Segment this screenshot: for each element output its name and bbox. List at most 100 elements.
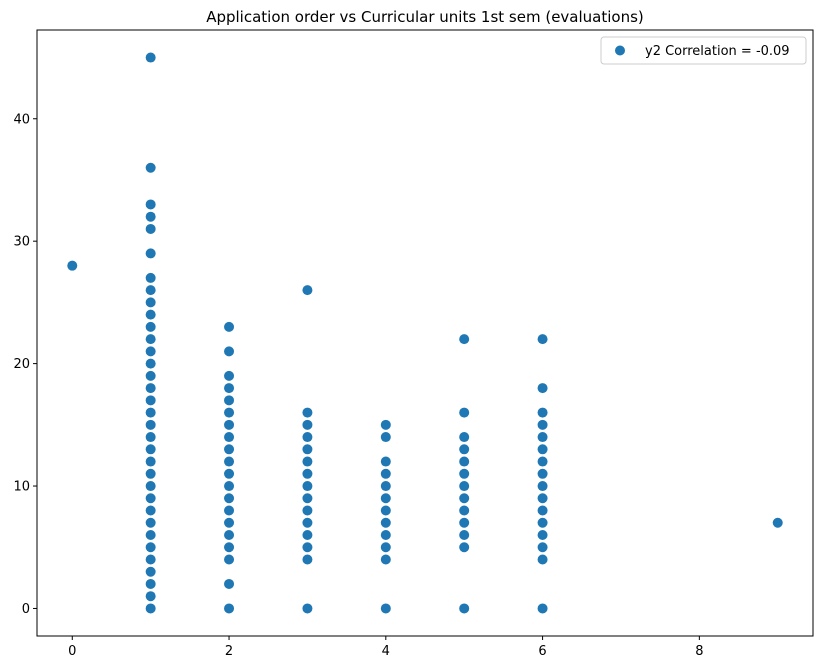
data-point: [380, 456, 391, 467]
data-point: [302, 554, 313, 565]
data-point: [145, 223, 156, 234]
data-point: [302, 603, 313, 614]
data-point: [302, 481, 313, 492]
data-point: [145, 309, 156, 320]
x-tick-label: 8: [695, 644, 703, 659]
data-point: [145, 383, 156, 394]
x-tick-label: 2: [225, 644, 233, 659]
data-point: [145, 517, 156, 528]
data-point: [224, 407, 235, 418]
y-tick-label: 10: [13, 480, 30, 495]
legend-marker: [615, 45, 625, 56]
data-point: [145, 481, 156, 492]
data-point: [380, 517, 391, 528]
data-point: [224, 603, 235, 614]
y-tick-label: 20: [13, 357, 30, 372]
y-tick-label: 30: [13, 235, 30, 250]
data-point: [537, 505, 548, 516]
data-point: [380, 432, 391, 443]
data-point: [145, 578, 156, 589]
data-point: [145, 603, 156, 614]
data-point: [302, 285, 313, 296]
data-point: [459, 407, 470, 418]
data-point: [537, 603, 548, 614]
data-point: [302, 505, 313, 516]
data-point: [145, 162, 156, 173]
data-point: [537, 444, 548, 455]
data-point: [224, 456, 235, 467]
data-point: [145, 566, 156, 577]
data-point: [145, 407, 156, 418]
data-point: [224, 481, 235, 492]
data-point: [459, 444, 470, 455]
data-point: [302, 419, 313, 430]
data-point: [224, 444, 235, 455]
legend-label: y2 Correlation = -0.09: [645, 44, 790, 59]
data-point: [302, 493, 313, 504]
data-point: [224, 370, 235, 381]
data-point: [145, 52, 156, 63]
data-point: [459, 542, 470, 553]
data-point: [145, 530, 156, 540]
data-point: [459, 505, 470, 516]
data-point: [145, 444, 156, 455]
data-point: [459, 530, 470, 540]
legend: y2 Correlation = -0.09: [600, 36, 807, 65]
data-point: [380, 419, 391, 430]
plot-area-frame: [36, 29, 814, 637]
data-point: [224, 493, 235, 504]
data-point: [145, 591, 156, 602]
data-point: [224, 432, 235, 443]
data-point: [224, 505, 235, 516]
data-point: [459, 334, 470, 345]
data-point: [224, 530, 235, 540]
data-point: [145, 248, 156, 259]
data-point: [537, 542, 548, 553]
data-point: [224, 468, 235, 479]
y-tick-label: 0: [22, 602, 30, 617]
data-point: [302, 542, 313, 553]
data-point: [145, 297, 156, 308]
data-point: [459, 603, 470, 614]
data-point: [302, 468, 313, 479]
data-point: [537, 530, 548, 540]
data-point: [537, 334, 548, 345]
data-point: [145, 272, 156, 283]
data-point: [224, 395, 235, 406]
data-point: [459, 517, 470, 528]
data-point: [302, 456, 313, 467]
data-point: [224, 383, 235, 394]
data-point: [224, 419, 235, 430]
data-point: [145, 505, 156, 516]
data-point: [145, 334, 156, 345]
data-point: [145, 370, 156, 381]
data-point: [459, 481, 470, 492]
data-point: [380, 554, 391, 565]
data-point: [380, 603, 391, 614]
data-point: [224, 321, 235, 332]
data-point: [537, 407, 548, 418]
legend-box: [600, 36, 807, 65]
data-point: [537, 493, 548, 504]
x-tick-label: 6: [538, 644, 546, 659]
data-point: [145, 211, 156, 222]
data-point: [537, 419, 548, 430]
data-point: [145, 358, 156, 369]
data-point: [145, 468, 156, 479]
data-point: [380, 542, 391, 553]
data-point: [145, 346, 156, 357]
data-point: [537, 432, 548, 443]
y-tick-label: 40: [13, 112, 30, 127]
data-point: [537, 517, 548, 528]
data-point: [145, 542, 156, 553]
data-point: [224, 554, 235, 565]
y-axis: 0 10 20 30 40: [13, 112, 37, 617]
data-point: [145, 419, 156, 430]
data-point: [537, 468, 548, 479]
data-point: [224, 346, 235, 357]
data-point: [145, 285, 156, 296]
chart-title: Application order vs Curricular units 1s…: [206, 8, 644, 26]
data-point: [380, 505, 391, 516]
data-point: [302, 444, 313, 455]
data-point: [145, 456, 156, 467]
